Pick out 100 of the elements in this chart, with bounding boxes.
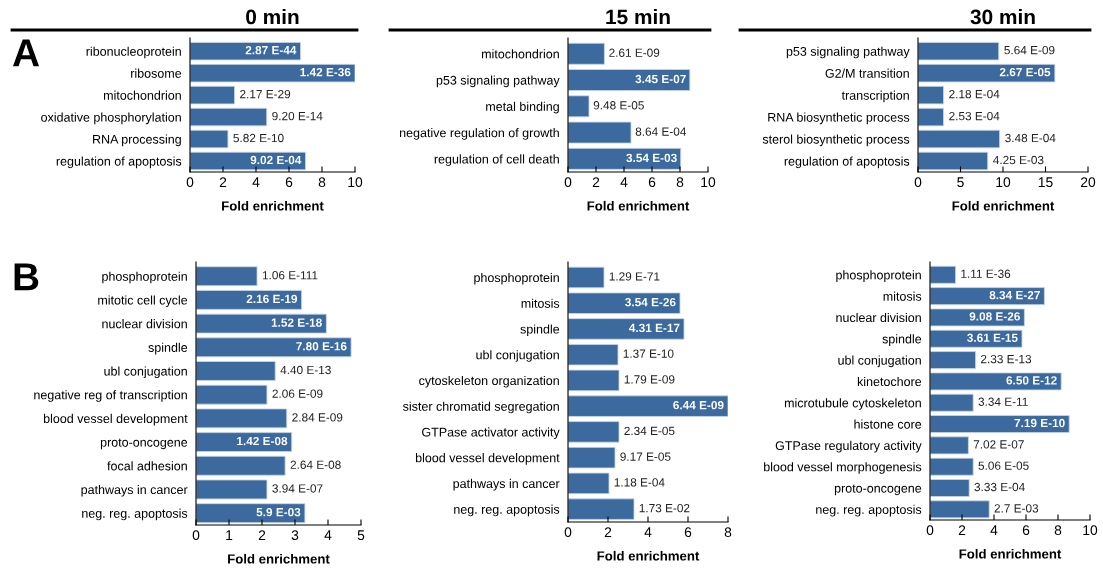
y-tick-label: GTPase regulatory activity [775,440,922,453]
annotation: 8.64 E-04 [635,127,687,136]
y-tick-label: cytoskeleton organization [419,375,559,388]
annotation: 3.45 E-07 [635,74,686,84]
x-tick-label: 2 [604,527,612,537]
x-tick-label: 3 [291,530,299,541]
y-tick-label: pathways in cancer [453,478,560,491]
bar [918,107,944,127]
bar [930,329,1023,348]
text: A [12,39,40,67]
bar [190,63,355,83]
bar [568,318,685,340]
y-tick-label: ubl conjugation [476,350,559,362]
y-tick-label: spindle [882,334,922,346]
text: B [14,263,39,291]
bar [196,384,268,405]
x-tick-label: 8 [318,177,326,188]
annotation: 2.87 E-44 [245,45,297,55]
bar [196,361,276,381]
x-tick-label: 8 [676,177,684,188]
x-tick-label: 0 [186,177,194,188]
bar [918,41,1000,61]
y-tick-label: regulation of apoptosis [784,156,910,169]
y-tick-label: focal adhesion [107,461,187,471]
y-tick-label: p53 signaling pathway [436,75,560,88]
bar [930,308,1025,327]
annotation: 2.34 E-05 [624,426,675,436]
x-tick-label: 0 [926,525,934,536]
y-tick-label: sterol biosynthetic process [762,134,910,147]
y-tick-label: RNA processing [93,134,181,147]
y-tick-label: blood vessel morphogenesis [764,462,922,474]
bar [196,337,352,358]
annotation: 3.54 E-03 [626,153,677,163]
x-tick-label: 6 [285,177,293,188]
x-axis-title: Fold enrichment [222,200,324,211]
bar [930,372,1062,391]
x-tick-label: 6 [1022,525,1030,536]
bar [930,265,957,284]
bar [196,266,258,287]
y-tick-label: RNA biosynthetic process [768,112,910,125]
x-tick-label: 10 [348,177,363,188]
chart-title: 0 min [246,9,299,25]
bar [568,369,620,392]
bar [568,395,728,417]
bar [196,313,327,334]
bar [930,479,970,497]
bar [568,421,620,443]
y-tick-label: neg. reg. apoptosis [82,508,188,521]
bar [930,457,974,476]
x-tick-label: 5 [957,177,964,188]
y-tick-label: regulation of apoptosis [56,156,182,169]
bar [196,503,306,524]
bar [918,85,944,105]
annotation: 2.84 E-09 [292,413,343,422]
bar [930,287,1045,306]
annotation: 1.42 E-08 [237,436,288,446]
x-tick-label: 10 [701,177,716,188]
annotation: 1.11 E-36 [961,269,1011,278]
annotation: 3.54 E-26 [625,298,676,307]
y-tick-label: spindle [148,342,188,355]
y-tick-label: pathways in cancer [81,484,188,497]
annotation: 2.53 E-04 [949,111,1000,121]
bar [568,498,635,520]
x-tick-label: 4 [324,530,332,540]
x-tick-label: 0 [564,527,572,538]
y-tick-label: negative regulation of growth [399,128,559,140]
x-tick-label: 20 [1080,177,1096,188]
annotation: 2.18 E-04 [949,89,1000,99]
annotation: 7.02 E-07 [973,440,1024,449]
annotation: 4.40 E-13 [280,365,331,375]
y-tick-label: mitosis [883,291,922,301]
annotation: 1.52 E-18 [271,318,322,327]
y-tick-label: p53 signaling pathway [786,46,910,59]
y-tick-label: nuclear division [102,319,187,329]
bar [196,432,293,452]
annotation: 1.42 E-36 [300,67,351,77]
bar [930,415,1070,433]
y-tick-label: phosphoprotein [474,272,559,285]
y-tick-label: nuclear division [836,312,921,323]
y-tick-label: regulation of cell death [434,154,559,166]
annotation: 1.06 E-111 [262,271,318,280]
bar [568,446,616,469]
annotation: 5.64 E-09 [1004,45,1055,55]
bar [568,472,610,495]
x-axis-title: Fold enrichment [228,553,330,564]
annotation: 2.16 E-19 [246,294,298,304]
annotation: 9.02 E-04 [250,155,302,165]
bar [190,85,235,105]
bar [196,408,288,429]
x-tick-label: 2 [219,177,227,187]
y-tick-label: proto-oncogene [834,484,922,496]
bar [568,95,590,118]
x-tick-label: 10 [1083,525,1098,536]
annotation: 1.73 E-02 [639,503,690,513]
annotation: 5.06 E-05 [978,461,1029,470]
x-tick-label: 5 [357,530,365,541]
y-tick-label: mitosis [521,298,560,308]
annotation: 3.33 E-04 [974,482,1025,492]
x-tick-label: 6 [648,177,656,188]
x-tick-label: 6 [684,527,692,538]
